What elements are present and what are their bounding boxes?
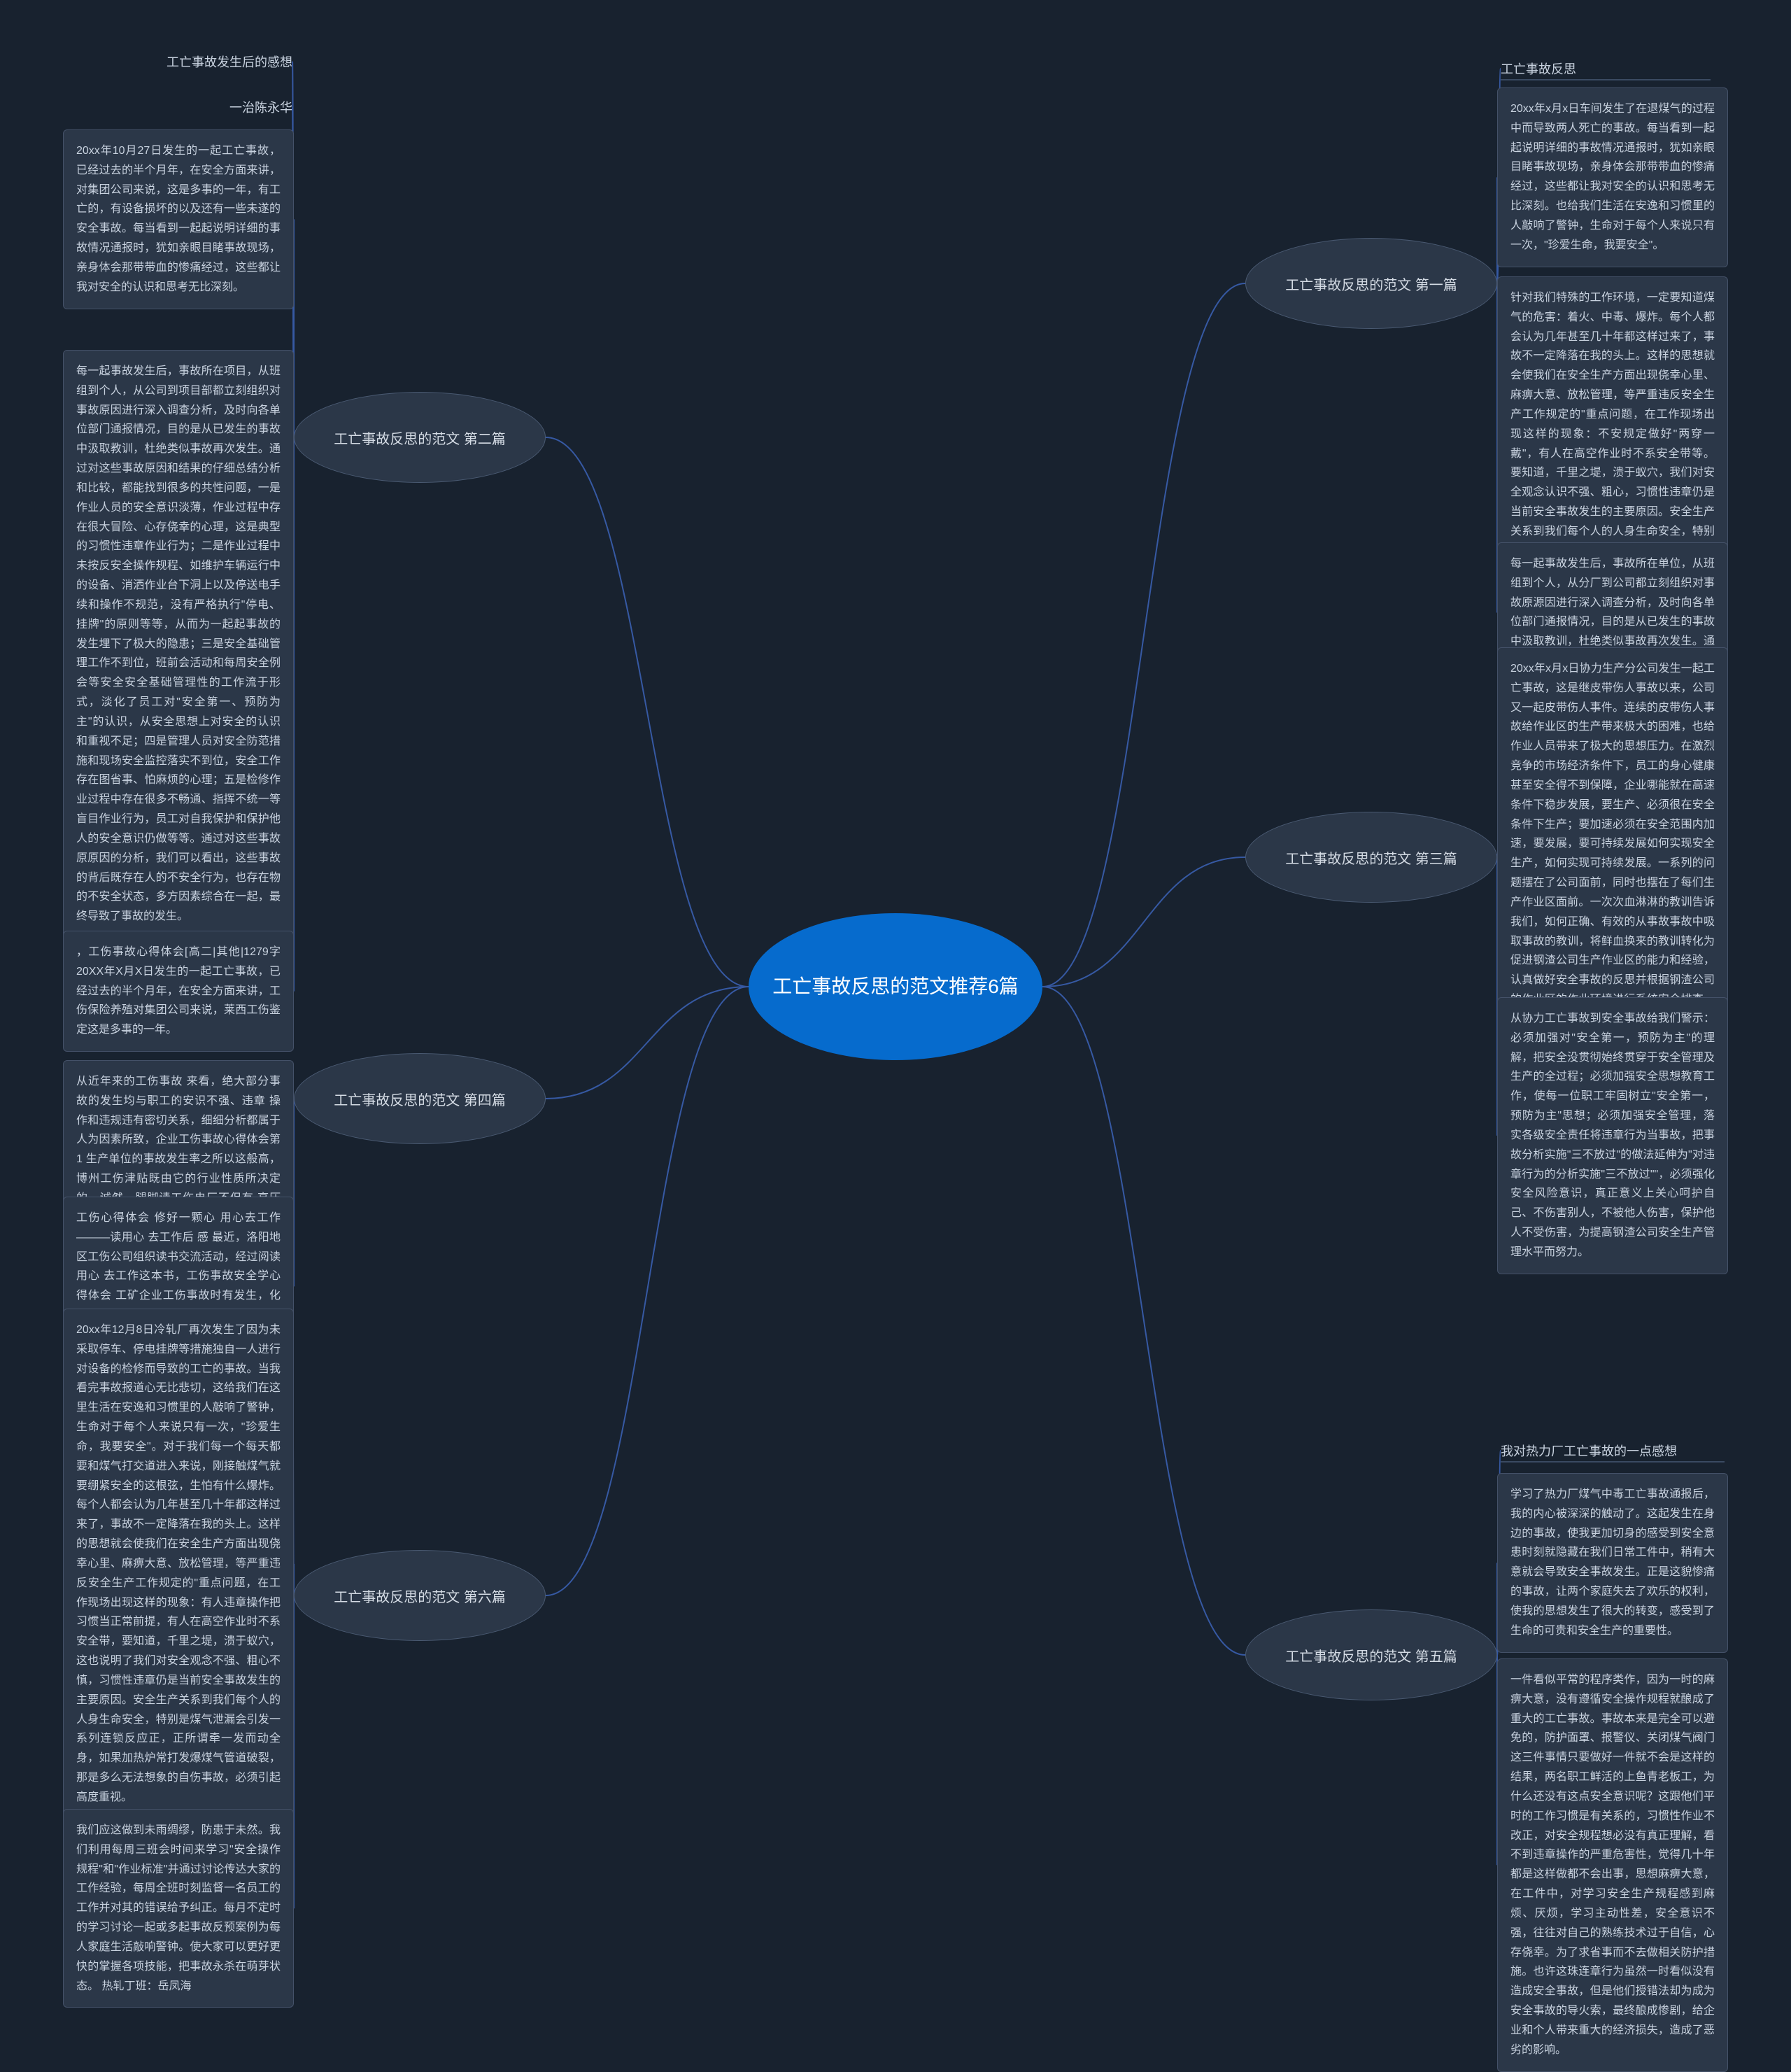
text-box: 20xx年10月27日发生的一起工亡事故，已经过去的半个月年，在安全方面来讲，对…	[63, 129, 294, 309]
subtitle: 我对热力厂工亡事故的一点感想	[1501, 1442, 1725, 1460]
branch-node-1: 工亡事故反思的范文 第一篇	[1245, 238, 1497, 329]
text-box: 从协力工亡事故到安全事故给我们警示：必须加强对"安全第一，预防为主"的理解，把安…	[1497, 997, 1728, 1274]
subtitle: 工亡事故发生后的感想	[83, 52, 292, 71]
branch-node-4: 工亡事故反思的范文 第四篇	[294, 1053, 546, 1144]
branch-label: 工亡事故反思的范文 第五篇	[1285, 1645, 1457, 1665]
branch-label: 工亡事故反思的范文 第二篇	[334, 428, 506, 448]
subtitle: 工亡事故反思	[1501, 59, 1711, 78]
text-box: 学习了热力厂煤气中毒工亡事故通报后，我的内心被深深的触动了。这起发生在身边的事故…	[1497, 1473, 1728, 1653]
branch-node-2: 工亡事故反思的范文 第二篇	[294, 392, 546, 483]
center-title: 工亡事故反思的范文推荐6篇	[772, 972, 1019, 1001]
text-box: 20xx年12月8日冷轧厂再次发生了因为未采取停车、停电挂牌等措施独自一人进行对…	[63, 1309, 294, 1819]
branch-label: 工亡事故反思的范文 第四篇	[334, 1089, 506, 1109]
branch-label: 工亡事故反思的范文 第一篇	[1285, 274, 1457, 294]
text-box: 每一起事故发生后，事故所在项目，从班组到个人，从公司到项目部都立刻组织对事故原因…	[63, 350, 294, 938]
branch-label: 工亡事故反思的范文 第六篇	[334, 1586, 506, 1606]
text-box: 20xx年x月x日车间发生了在退煤气的过程中而导致两人死亡的事故。每当看到一起起…	[1497, 87, 1728, 267]
branch-node-5: 工亡事故反思的范文 第五篇	[1245, 1609, 1497, 1700]
text-box: 一件看似平常的程序类作，因为一时的麻痹大意，没有遵循安全操作规程就酿成了重大的工…	[1497, 1658, 1728, 2072]
subtitle: 一治陈永华	[83, 98, 292, 116]
branch-label: 工亡事故反思的范文 第三篇	[1285, 847, 1457, 868]
branch-node-3: 工亡事故反思的范文 第三篇	[1245, 812, 1497, 903]
text-box: 我们应这做到未雨绸缪，防患于未然。我们利用每周三班会时间来学习"安全操作规程"和…	[63, 1809, 294, 2008]
center-node: 工亡事故反思的范文推荐6篇	[749, 913, 1042, 1060]
branch-node-6: 工亡事故反思的范文 第六篇	[294, 1550, 546, 1641]
text-box: ，工伤事故心得体会[高二|其他|1279字 20XX年X月X日发生的一起工亡事故…	[63, 931, 294, 1052]
